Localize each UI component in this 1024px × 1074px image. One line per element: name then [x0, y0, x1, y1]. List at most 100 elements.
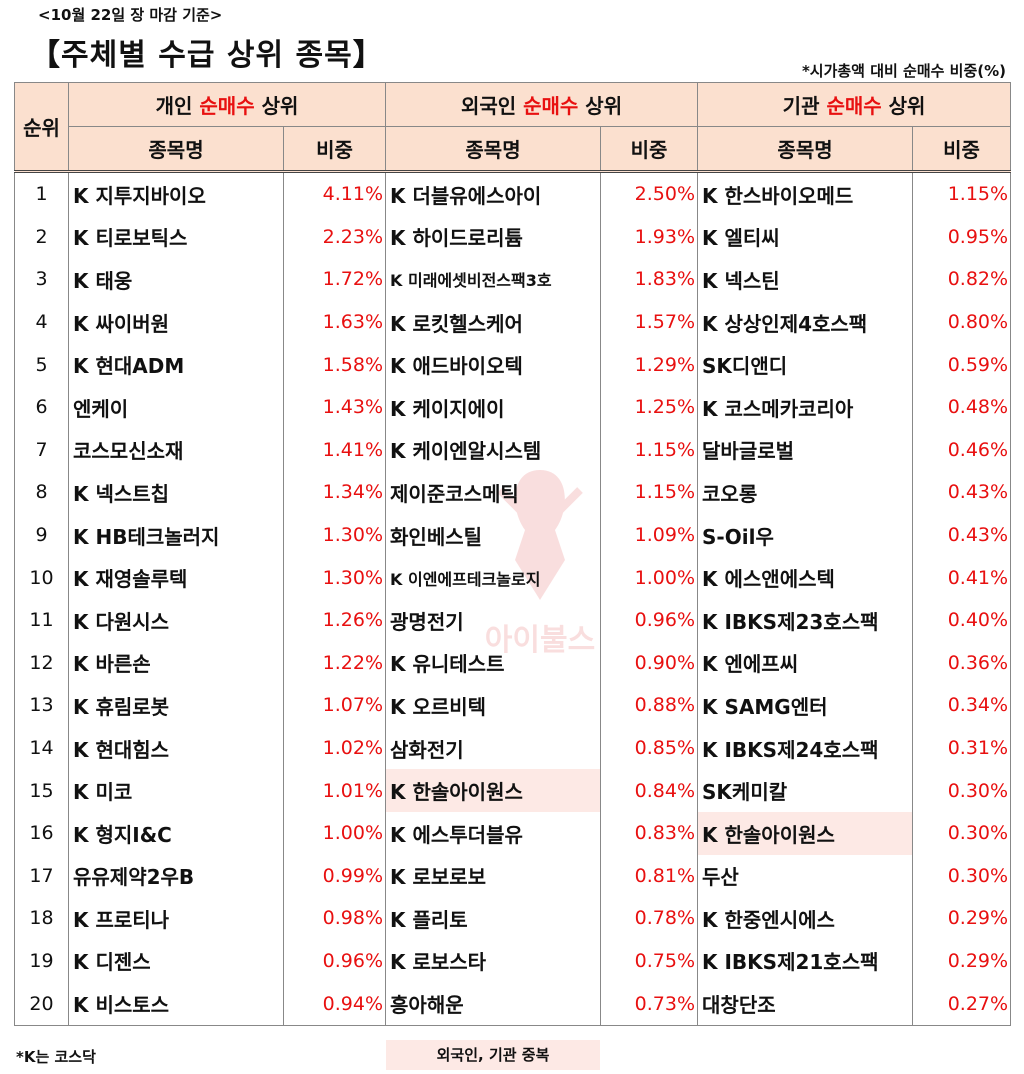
institution-stock-name: K 코스메카코리아 — [697, 385, 914, 429]
individual-stock-name: K 티로보틱스 — [68, 215, 284, 259]
individual-stock-name: K 다원시스 — [68, 598, 284, 642]
individual-stock-name: K 프로티나 — [68, 897, 284, 940]
ranking-table: 순위 개인 순매수 상위 외국인 순매수 상위 기관 순매수 상위 종목명 비중… — [14, 82, 1012, 1026]
institution-stock-name: K 엘티씨 — [697, 215, 914, 259]
foreign-pct: 1.29% — [600, 343, 699, 386]
individual-pct: 1.22% — [282, 641, 387, 685]
institution-pct: 0.48% — [912, 385, 1012, 429]
foreign-pct: 2.50% — [600, 169, 699, 216]
institution-pct: 0.59% — [912, 343, 1012, 386]
institution-stock-name: K IBKS제23호스팩 — [697, 598, 914, 642]
individual-stock-name: 코스모신소재 — [68, 428, 284, 472]
institution-stock-name: 두산 — [697, 854, 914, 898]
rank-cell: 8 — [14, 471, 69, 514]
foreign-stock-name: K 케이지에이 — [385, 385, 602, 429]
individual-pct: 1.01% — [282, 769, 387, 812]
rank-cell: 5 — [14, 343, 69, 386]
individual-stock-name: K 지투지바이오 — [68, 169, 284, 216]
individual-stock-name: K 비스토스 — [68, 982, 284, 1026]
rank-cell: 3 — [14, 258, 69, 301]
institution-pct: 0.46% — [912, 428, 1012, 472]
rank-cell: 6 — [14, 385, 69, 429]
individual-stock-name: K 현대힘스 — [68, 726, 284, 770]
foreign-pct: 1.83% — [600, 258, 699, 301]
table-row: 6 엔케이 1.43% K 케이지에이 1.25% K 코스메카코리아 0.48% — [14, 385, 1012, 429]
individual-pct: 0.99% — [282, 854, 387, 898]
institution-pct: 0.41% — [912, 556, 1012, 599]
institution-header: 기관 순매수 상위 — [697, 82, 1012, 127]
rank-cell: 20 — [14, 982, 69, 1026]
table-row: 13 K 휴림로봇 1.07% K 오르비텍 0.88% K SAMG엔터 0.34% — [14, 684, 1012, 727]
rank-cell: 15 — [14, 769, 69, 812]
page-title: 【주체별 수급 상위 종목】 — [30, 38, 384, 73]
institution-stock-name: K 넥스틴 — [697, 258, 914, 301]
individual-stock-name: K 바른손 — [68, 641, 284, 685]
rank-cell: 4 — [14, 300, 69, 344]
foreign-stock-name: K 이엔에프테크놀로지 — [385, 556, 602, 599]
kosdaq-note: *K는 코스닥 — [16, 1048, 96, 1066]
institution-pct: 0.27% — [912, 982, 1012, 1026]
individual-stock-name: K 휴림로봇 — [68, 684, 284, 727]
individual-stock-name: K 디젠스 — [68, 939, 284, 983]
individual-pct: 1.02% — [282, 726, 387, 770]
foreign-pct: 0.90% — [600, 641, 699, 685]
institution-pct: 0.29% — [912, 897, 1012, 940]
foreign-pct: 0.96% — [600, 598, 699, 642]
foreign-pct: 0.84% — [600, 769, 699, 812]
rank-cell: 19 — [14, 939, 69, 983]
foreign-pct: 0.88% — [600, 684, 699, 727]
rank-cell: 12 — [14, 641, 69, 685]
foreign-stock-name: K 유니테스트 — [385, 641, 602, 685]
foreign-pct: 1.15% — [600, 428, 699, 472]
institution-pct: 0.40% — [912, 598, 1012, 642]
foreign-pct: 0.75% — [600, 939, 699, 983]
individual-stock-name: K 미코 — [68, 769, 284, 812]
individual-pct: 0.96% — [282, 939, 387, 983]
table-row: 7 코스모신소재 1.41% K 케이엔알시스템 1.15% 달바글로벌 0.46% — [14, 428, 1012, 472]
institution-pct: 0.34% — [912, 684, 1012, 727]
institution-pct: 0.30% — [912, 769, 1012, 812]
foreign-pct: 1.00% — [600, 556, 699, 599]
individual-stock-name: K 재영솔루텍 — [68, 556, 284, 599]
individual-header: 개인 순매수 상위 — [67, 82, 387, 127]
individual-pct: 1.58% — [282, 343, 387, 386]
foreign-stock-name: K 하이드로리튬 — [385, 215, 602, 259]
foreign-stock-name: K 애드바이오텍 — [385, 343, 602, 386]
institution-pct: 0.30% — [912, 811, 1012, 855]
individual-stock-name: K 싸이버원 — [68, 300, 284, 344]
institution-pct: 1.15% — [912, 169, 1012, 216]
table-row: 20 K 비스토스 0.94% 흥아해운 0.73% 대창단조 0.27% — [14, 982, 1012, 1026]
foreign-pct: 1.93% — [600, 215, 699, 259]
foreign-stock-name: K 로킷헬스케어 — [385, 300, 602, 344]
table-row: 14 K 현대힘스 1.02% 삼화전기 0.85% K IBKS제24호스팩 0.31% — [14, 726, 1012, 770]
foreign-stock-name: K 한솔아이원스 — [385, 769, 602, 812]
foreign-pct: 0.81% — [600, 854, 699, 898]
rank-cell: 16 — [14, 811, 69, 855]
institution-pct: 0.43% — [912, 471, 1012, 514]
institution-stock-name: SK케미칼 — [697, 769, 914, 812]
rank-cell: 18 — [14, 897, 69, 940]
institution-pct: 0.95% — [912, 215, 1012, 259]
institution-pct-header: 비중 — [912, 126, 1012, 172]
foreign-pct: 1.15% — [600, 471, 699, 514]
foreign-stock-name: 제이준코스메틱 — [385, 471, 602, 514]
individual-stock-name: K 넥스트칩 — [68, 471, 284, 514]
institution-stock-name: K IBKS제21호스팩 — [697, 939, 914, 983]
foreign-header: 외국인 순매수 상위 — [385, 82, 699, 127]
foreign-stock-name: K 미래에셋비전스팩3호 — [385, 258, 602, 301]
individual-pct: 4.11% — [282, 169, 387, 216]
institution-pct: 0.29% — [912, 939, 1012, 983]
institution-stock-name: K 상상인제4호스팩 — [697, 300, 914, 344]
rank-cell: 2 — [14, 215, 69, 259]
institution-pct: 0.30% — [912, 854, 1012, 898]
institution-stock-name: K SAMG엔터 — [697, 684, 914, 727]
foreign-pct: 0.78% — [600, 897, 699, 940]
individual-stock-name: K HB테크놀러지 — [68, 513, 284, 557]
date-label: <10월 22일 장 마감 기준> — [38, 6, 223, 24]
foreign-pct-header: 비중 — [600, 126, 699, 172]
table-row: 19 K 디젠스 0.96% K 로보스타 0.75% K IBKS제21호스팩 0.29% — [14, 939, 1012, 983]
